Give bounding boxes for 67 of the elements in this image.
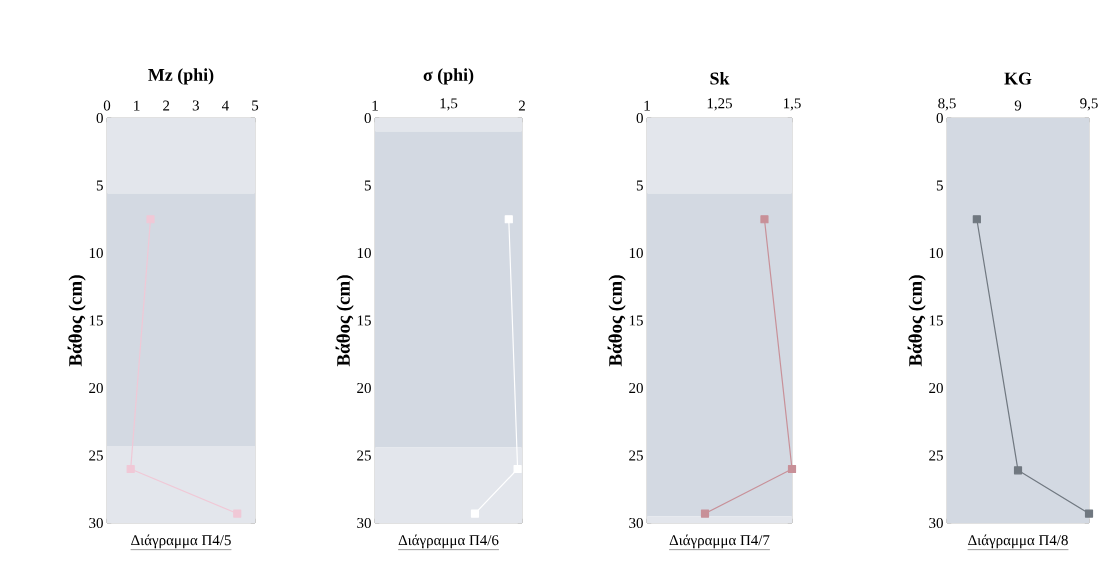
y-axis-title: Βάθος (cm) [335, 275, 354, 367]
y-tick-label: 5 [96, 180, 103, 191]
x-tick-label: 0 [103, 100, 111, 111]
y-tick-label: 30 [929, 517, 943, 529]
y-tick-label: 5 [636, 180, 643, 191]
point [513, 464, 522, 474]
y-tick-label: 25 [89, 450, 103, 461]
point [760, 215, 769, 224]
text: Διάγραμμα Π4/8 [968, 534, 1068, 549]
y-tick-label: 15 [89, 315, 103, 326]
x-tick-label: 4 [221, 100, 229, 111]
x-tick-label: 1 [644, 100, 650, 111]
y-tick-label: 25 [929, 450, 943, 461]
y-tick-label: 10 [629, 247, 643, 259]
chart-title: Sk [710, 71, 730, 85]
point [1084, 509, 1094, 518]
x-tick-label: 1 [372, 100, 378, 111]
y-axis-title: Βάθος (cm) [67, 275, 86, 367]
x-tick-label: 9,5 [1080, 98, 1098, 111]
x-tick-label: 1,5 [440, 98, 458, 111]
x-tick-label: 9 [1014, 100, 1022, 111]
point [504, 215, 513, 224]
chart-title: Mz (phi) [148, 68, 214, 85]
y-tick-label: 20 [357, 382, 371, 394]
chart-title: KG [1004, 72, 1032, 85]
point [470, 509, 480, 518]
y-tick-label: 15 [629, 315, 643, 326]
point [126, 464, 135, 474]
x-tick-label: 8,5 [938, 98, 956, 111]
y-tick-label: 20 [629, 382, 643, 394]
text: Διάγραμμα Π4/7 [669, 534, 770, 549]
y-tick-label: 15 [357, 315, 371, 326]
y-tick-label: 0 [364, 112, 371, 124]
y-tick-label: 25 [357, 450, 371, 461]
y-tick-label: 5 [364, 180, 371, 191]
y-tick-label: 0 [96, 112, 103, 124]
y-tick-label: 0 [936, 112, 943, 124]
y-tick-label: 15 [929, 315, 943, 326]
y-tick-label: 30 [357, 517, 371, 529]
point [146, 215, 155, 224]
y-axis-title: Βάθος (cm) [907, 275, 926, 367]
x-tick-label: 5 [252, 100, 259, 111]
x-tick-label: 1 [134, 100, 140, 111]
x-tick-label: 1,25 [707, 98, 732, 111]
x-tick-label: 3 [192, 100, 199, 111]
x-tick-label: 1,5 [783, 98, 801, 111]
point [233, 509, 242, 518]
y-tick-label: 10 [357, 247, 371, 259]
x-tick-label: 2 [518, 100, 525, 111]
text: Διάγραμμα Π4/5 [131, 534, 231, 549]
point [1013, 466, 1023, 475]
y-tick-label: 30 [89, 517, 103, 529]
y-tick-label: 0 [636, 112, 643, 124]
x-tick-label: 2 [163, 100, 170, 111]
y-tick-label: 30 [629, 517, 643, 529]
text: Διάγραμμα Π4/6 [398, 534, 499, 549]
y-tick-label: 25 [629, 450, 643, 461]
y-tick-label: 10 [929, 247, 943, 259]
point [787, 464, 797, 474]
y-tick-label: 20 [89, 382, 103, 394]
point [700, 509, 710, 518]
y-tick-label: 20 [929, 382, 943, 394]
y-axis-title: Βάθος (cm) [607, 275, 626, 367]
chart-title: σ (phi) [423, 68, 474, 85]
y-tick-label: 10 [89, 247, 103, 259]
point [972, 215, 981, 224]
y-tick-label: 5 [936, 180, 943, 191]
